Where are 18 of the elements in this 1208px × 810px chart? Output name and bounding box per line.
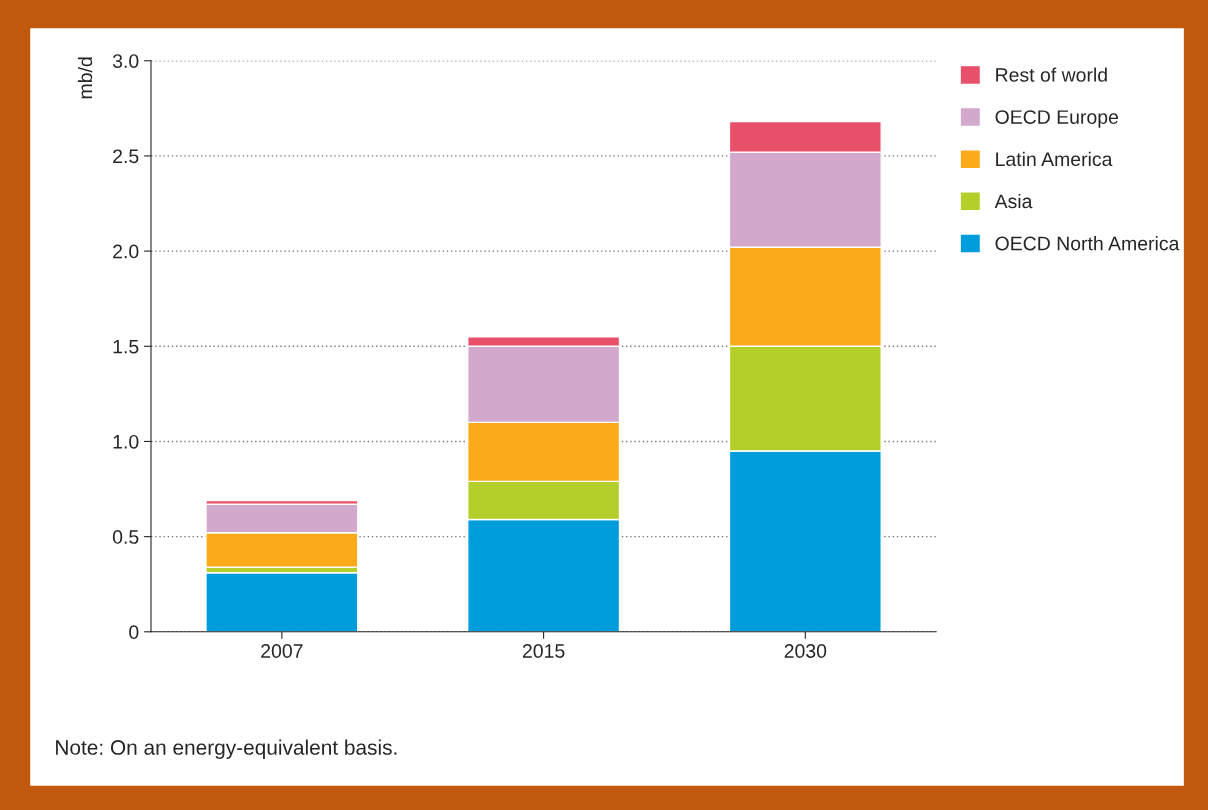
y-axis-title: mb/d	[77, 57, 93, 99]
legend-label: Latin America	[996, 151, 1113, 167]
x-tick-label: 2030	[784, 644, 827, 658]
legend-label: OECD Europe	[995, 110, 1119, 128]
legend-label: OECD North America	[995, 236, 1180, 251]
legend-label: Rest of world	[996, 67, 1107, 82]
y-tick-label: 1.5	[113, 339, 139, 354]
y-tick-label: 2.0	[113, 244, 139, 259]
y-tick-label: 0.5	[112, 530, 139, 544]
y-tick-label: 1.0	[113, 434, 139, 449]
bar	[205, 572, 359, 632]
x-tick-label: 2015	[522, 644, 565, 658]
x-tick-label: 2007	[261, 644, 303, 658]
y-tick-label: 3.0	[112, 54, 139, 68]
y-tick-label: 0	[129, 625, 139, 640]
y-tick-label: 2.5	[113, 149, 139, 164]
text: Note: On an energy-equivalent basis.	[56, 739, 397, 759]
legend-label: Asia	[994, 193, 1033, 209]
